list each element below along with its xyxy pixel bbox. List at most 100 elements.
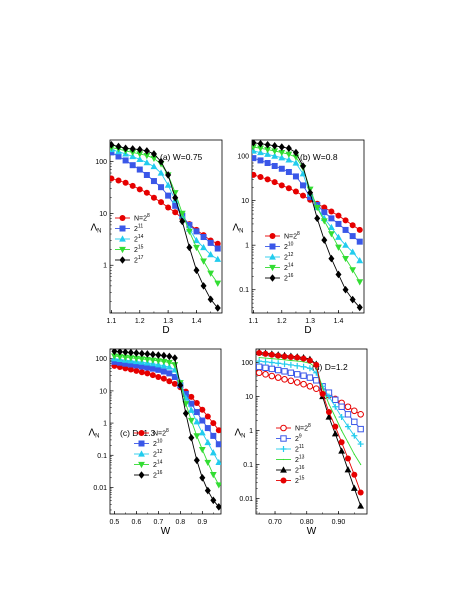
data-point xyxy=(328,403,330,405)
series-line-2 xyxy=(111,152,218,249)
data-point xyxy=(188,393,195,400)
data-point xyxy=(193,409,200,416)
data-point xyxy=(268,372,276,380)
data-point xyxy=(328,208,335,215)
y-axis-label: ΛN xyxy=(88,428,99,440)
data-point xyxy=(292,159,300,166)
data-point xyxy=(154,358,162,365)
data-point xyxy=(312,385,320,392)
data-point xyxy=(116,354,124,361)
x-tick-label: 1.4 xyxy=(192,318,202,325)
data-point xyxy=(278,149,286,157)
data-point xyxy=(204,413,211,420)
data-point xyxy=(129,145,136,153)
series-line-5 xyxy=(253,142,361,308)
data-point xyxy=(186,221,193,228)
chart-panel-4: 0.70 0.80 0.90 0.01 0.1 1 10 100 W ΛN (d) D=1.2 N=2… xyxy=(234,348,368,537)
data-point xyxy=(296,360,298,362)
data-point xyxy=(327,223,335,231)
data-point xyxy=(133,362,140,369)
legend-label: 216 xyxy=(295,465,305,475)
data-point xyxy=(335,212,342,219)
legend-marker xyxy=(280,424,287,432)
y-tick-label: 100 xyxy=(95,356,107,363)
chart-panel-2: 1.1 1.2 1.3 1.4 0.1 1 10 100 D ΛN (b) W=0.8 N=28210… xyxy=(232,139,365,336)
panel-title: (a) W=0.75 xyxy=(160,152,203,162)
x-axis-label: W xyxy=(161,526,171,537)
data-point xyxy=(136,145,143,154)
data-point xyxy=(171,380,178,387)
data-point xyxy=(335,233,342,240)
data-point xyxy=(344,455,351,462)
data-point xyxy=(278,143,285,151)
data-point xyxy=(252,140,257,147)
data-point xyxy=(122,144,129,153)
data-point xyxy=(115,142,122,151)
data-point xyxy=(138,356,146,363)
data-point xyxy=(172,202,179,209)
data-point xyxy=(214,280,222,287)
data-point xyxy=(166,370,173,377)
data-point xyxy=(287,377,295,385)
data-point xyxy=(110,175,115,182)
data-point xyxy=(166,378,173,385)
data-point xyxy=(300,355,307,362)
data-point xyxy=(188,433,195,442)
data-point xyxy=(262,350,269,357)
data-point xyxy=(264,140,271,149)
data-point xyxy=(132,355,140,363)
y-tick-label: 1 xyxy=(103,263,107,270)
legend-marker xyxy=(280,466,287,473)
data-point xyxy=(129,162,136,169)
data-point xyxy=(338,439,345,446)
legend-marker xyxy=(138,430,145,436)
data-point xyxy=(264,176,271,183)
data-point xyxy=(264,147,271,154)
data-point xyxy=(271,162,278,169)
data-point xyxy=(157,169,165,176)
data-point xyxy=(332,396,339,404)
data-point xyxy=(306,382,314,390)
data-point xyxy=(164,181,172,188)
data-point xyxy=(200,234,207,241)
data-point xyxy=(193,418,201,425)
data-point xyxy=(349,295,356,304)
data-point xyxy=(122,360,129,367)
data-point xyxy=(204,425,211,432)
data-point xyxy=(138,349,145,358)
legend-label: 214 xyxy=(134,234,144,244)
series-line-4 xyxy=(111,147,219,284)
data-point xyxy=(171,354,178,362)
legend-marker xyxy=(269,274,276,282)
data-point xyxy=(344,403,352,411)
y-tick-label: 1 xyxy=(245,243,249,250)
data-point xyxy=(342,255,349,263)
data-point xyxy=(207,295,214,304)
data-point xyxy=(283,359,286,361)
y-tick-label: 0.1 xyxy=(243,462,253,469)
data-point xyxy=(116,349,123,356)
x-tick-label: 1.1 xyxy=(107,318,117,325)
panel-title: (d) D=1.2 xyxy=(312,362,348,372)
data-point xyxy=(335,270,342,279)
data-point xyxy=(285,168,292,175)
data-point xyxy=(292,173,299,180)
data-point xyxy=(182,391,189,398)
data-point xyxy=(287,369,295,376)
y-tick-label: 0.1 xyxy=(97,453,107,460)
data-point xyxy=(262,358,269,365)
data-point xyxy=(294,371,301,378)
data-point xyxy=(264,160,271,167)
y-tick-label: 1 xyxy=(249,428,253,435)
data-point xyxy=(171,373,178,380)
data-point xyxy=(143,153,151,160)
data-point xyxy=(264,357,267,359)
x-tick-label: 1.3 xyxy=(305,318,315,325)
data-point xyxy=(313,204,321,212)
data-point xyxy=(143,147,150,155)
data-point xyxy=(351,471,358,478)
data-point xyxy=(150,178,157,185)
data-point xyxy=(121,354,129,361)
data-point xyxy=(257,173,264,180)
